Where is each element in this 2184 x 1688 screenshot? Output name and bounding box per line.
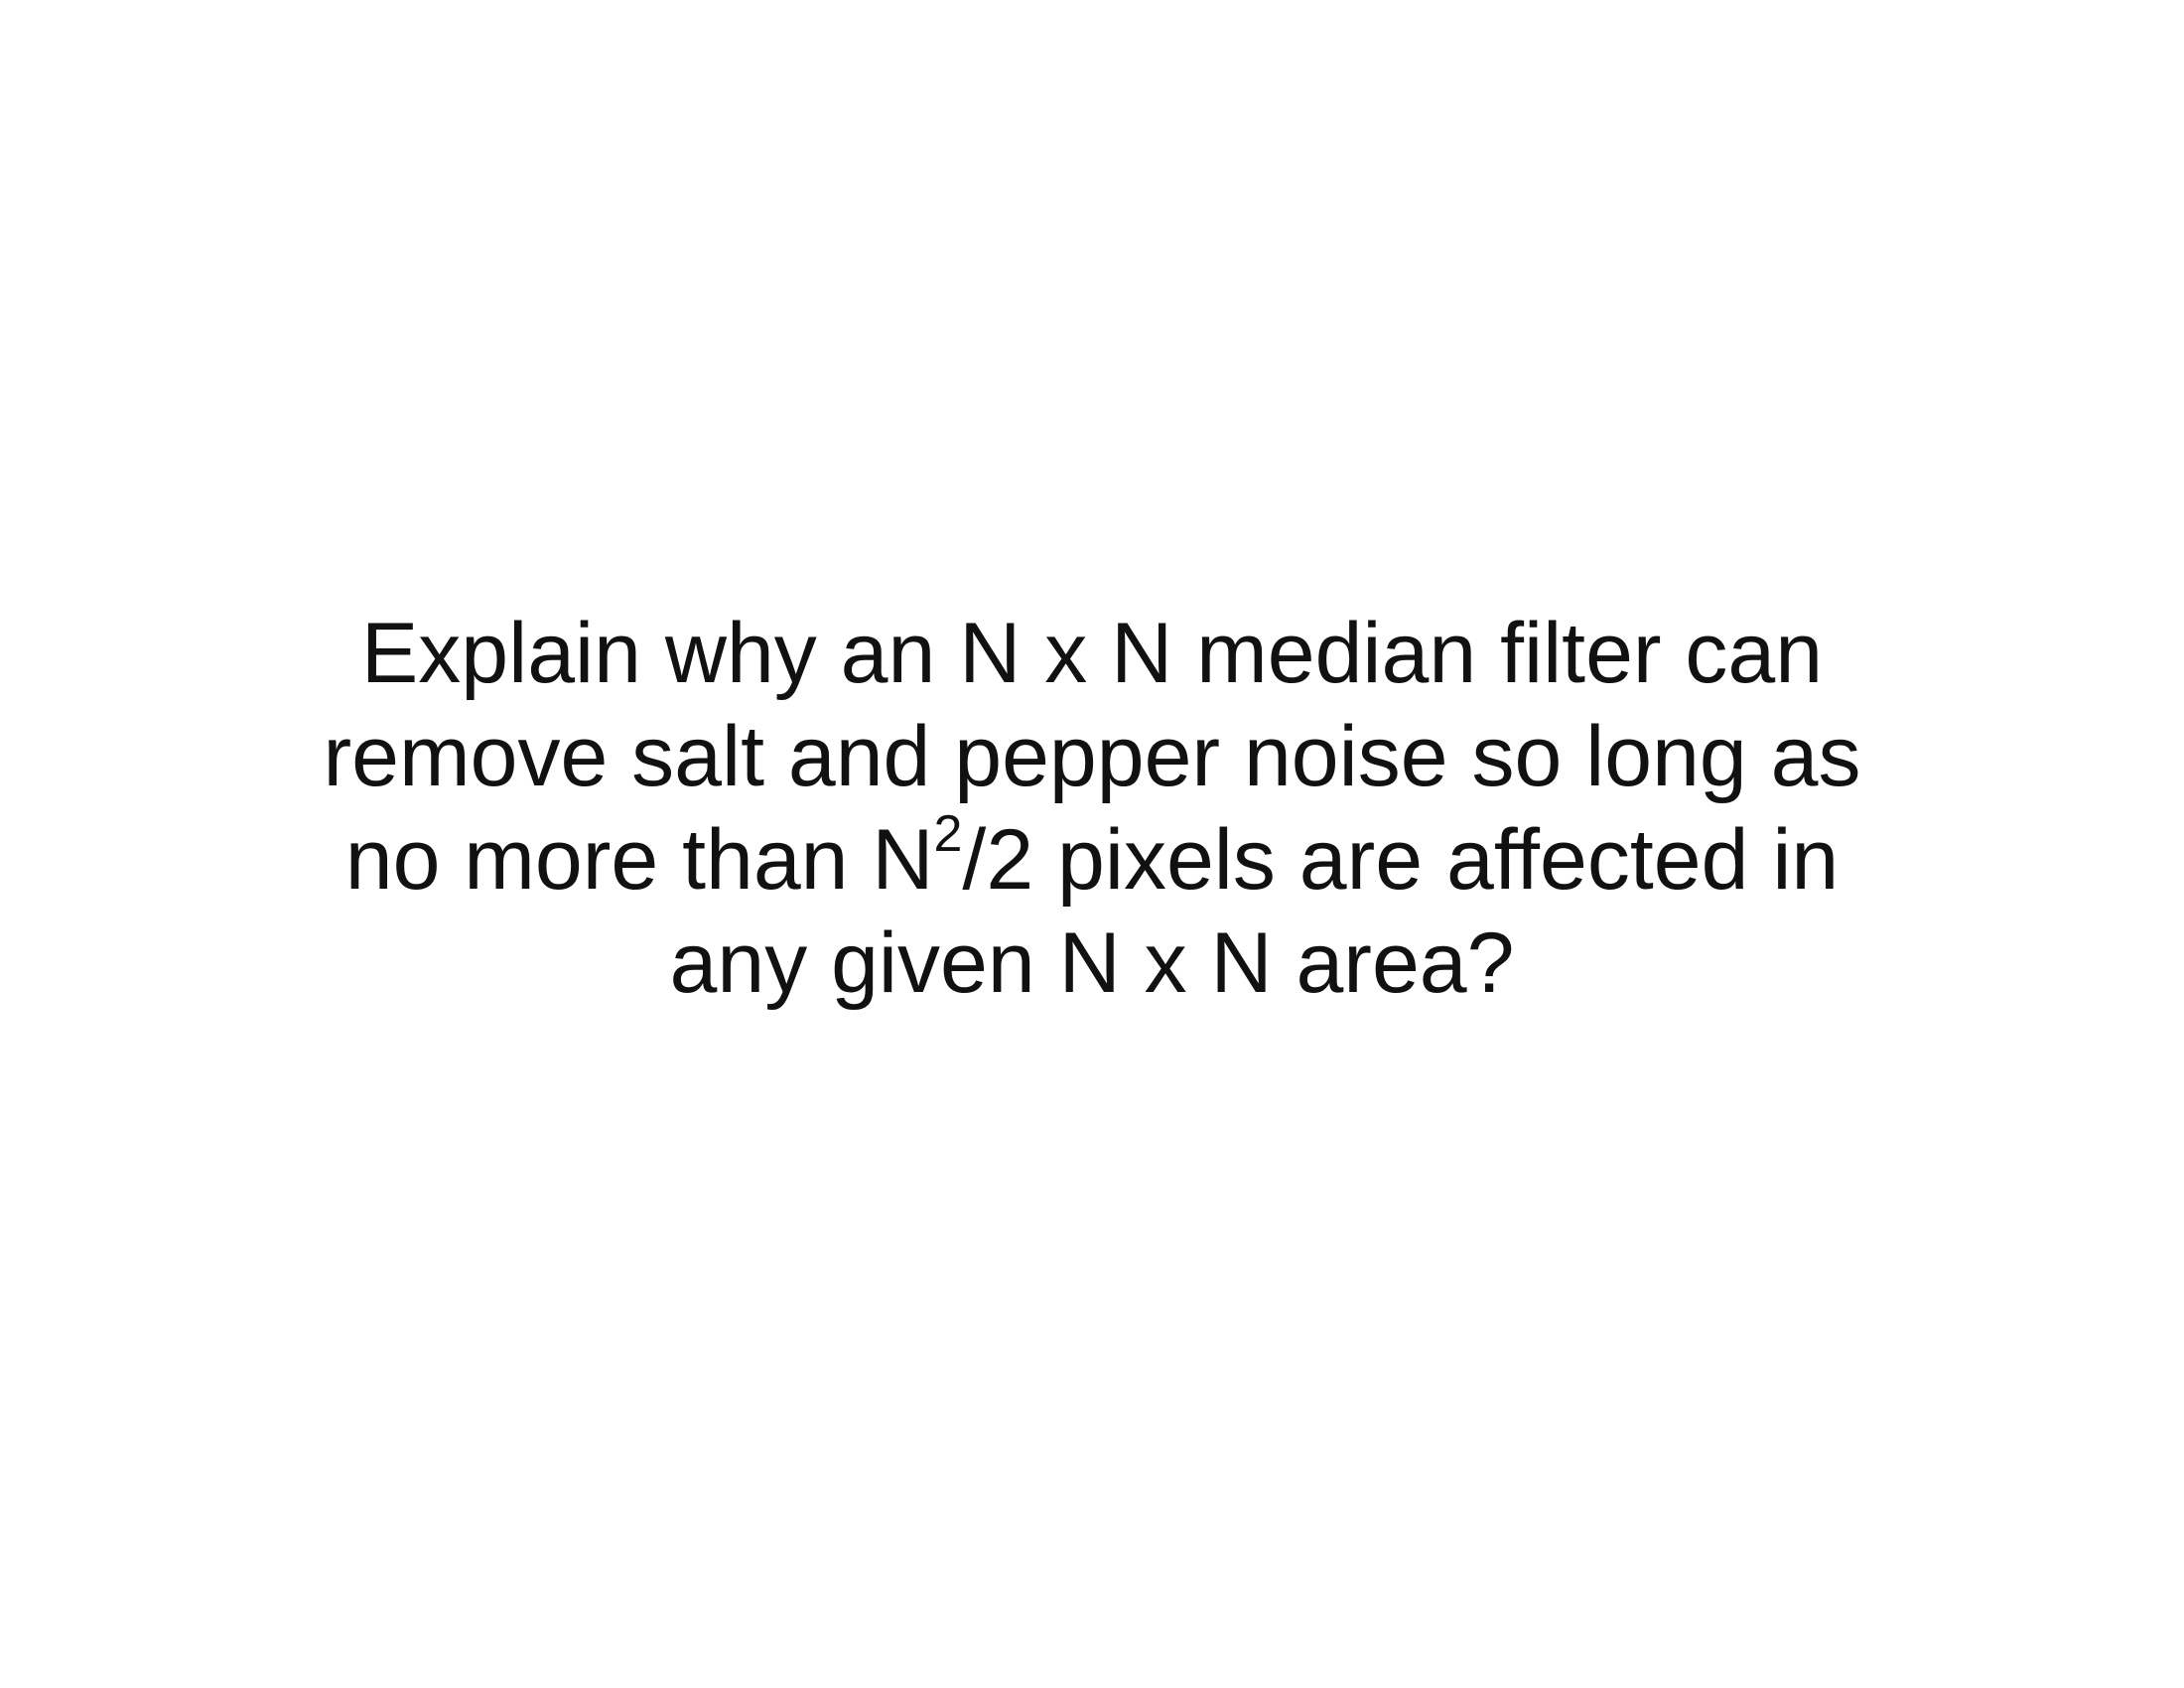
question-line-2: remove salt and pepper noise so long as bbox=[323, 709, 1861, 804]
question-line-3: no more than N2/2 pixels are affected in bbox=[248, 808, 1936, 912]
question-line-4: any given N x N area? bbox=[669, 915, 1515, 1011]
question-text: Explain why an N x N median filter can r… bbox=[248, 602, 1936, 1015]
question-line-3-prefix: no more than N bbox=[344, 812, 934, 908]
superscript-two: 2 bbox=[933, 805, 963, 864]
question-line-3-suffix: /2 pixels are affected in bbox=[962, 812, 1840, 908]
question-line-1: Explain why an N x N median filter can bbox=[360, 606, 1824, 701]
